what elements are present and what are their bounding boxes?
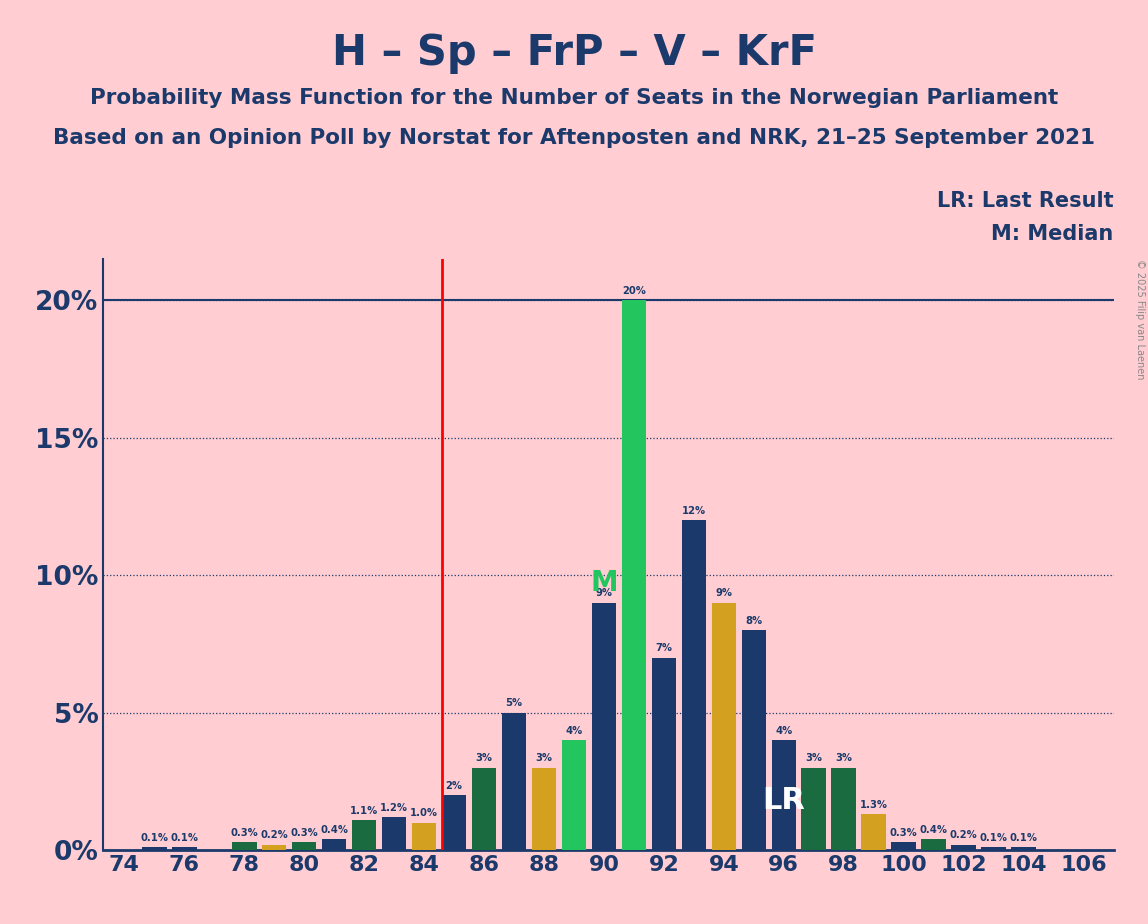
Bar	[172, 847, 196, 850]
Bar	[952, 845, 976, 850]
Bar	[142, 847, 166, 850]
Text: 20%: 20%	[622, 286, 646, 296]
Text: 5%: 5%	[505, 699, 522, 709]
Bar	[771, 740, 796, 850]
Text: 0.4%: 0.4%	[320, 825, 348, 835]
Text: Based on an Opinion Poll by Norstat for Aftenposten and NRK, 21–25 September 202: Based on an Opinion Poll by Norstat for …	[53, 128, 1095, 148]
Text: 1.0%: 1.0%	[410, 808, 439, 819]
Bar	[382, 817, 406, 850]
Text: 0.4%: 0.4%	[920, 825, 948, 835]
Text: 9%: 9%	[596, 589, 612, 599]
Text: M: Median: M: Median	[992, 225, 1114, 245]
Text: 0.1%: 0.1%	[1009, 833, 1038, 844]
Text: 0.1%: 0.1%	[170, 833, 199, 844]
Bar	[742, 630, 766, 850]
Text: H – Sp – FrP – V – KrF: H – Sp – FrP – V – KrF	[332, 32, 816, 74]
Text: 9%: 9%	[715, 589, 732, 599]
Text: 1.1%: 1.1%	[350, 806, 378, 816]
Text: LR: LR	[762, 786, 805, 815]
Bar	[861, 814, 886, 850]
Text: 7%: 7%	[656, 643, 673, 653]
Bar	[321, 839, 347, 850]
Bar	[621, 300, 646, 850]
Bar	[472, 768, 496, 850]
Bar	[682, 520, 706, 850]
Text: 3%: 3%	[535, 753, 552, 763]
Text: LR: Last Result: LR: Last Result	[937, 190, 1114, 211]
Text: 0.1%: 0.1%	[140, 833, 169, 844]
Text: 4%: 4%	[775, 726, 792, 736]
Text: 0.2%: 0.2%	[261, 831, 288, 841]
Bar	[442, 795, 466, 850]
Bar	[712, 602, 736, 850]
Text: 0.3%: 0.3%	[890, 828, 917, 838]
Text: 3%: 3%	[475, 753, 492, 763]
Bar	[801, 768, 827, 850]
Bar	[502, 712, 526, 850]
Text: Probability Mass Function for the Number of Seats in the Norwegian Parliament: Probability Mass Function for the Number…	[90, 88, 1058, 108]
Bar	[652, 658, 676, 850]
Bar	[831, 768, 856, 850]
Bar	[232, 842, 256, 850]
Text: 0.1%: 0.1%	[979, 833, 1008, 844]
Text: 12%: 12%	[682, 506, 706, 516]
Text: 4%: 4%	[565, 726, 582, 736]
Text: 0.3%: 0.3%	[290, 828, 318, 838]
Bar	[351, 820, 377, 850]
Bar	[262, 845, 287, 850]
Bar	[1011, 847, 1035, 850]
Text: 0.2%: 0.2%	[949, 831, 978, 841]
Bar	[982, 847, 1006, 850]
Text: 1.2%: 1.2%	[380, 803, 408, 813]
Text: M: M	[590, 569, 618, 597]
Bar	[532, 768, 557, 850]
Bar	[892, 842, 916, 850]
Text: 3%: 3%	[836, 753, 852, 763]
Text: 3%: 3%	[805, 753, 822, 763]
Bar	[922, 839, 946, 850]
Bar	[412, 822, 436, 850]
Text: 0.3%: 0.3%	[231, 828, 258, 838]
Text: 8%: 8%	[745, 616, 762, 626]
Text: 2%: 2%	[445, 781, 463, 791]
Text: © 2025 Filip van Laenen: © 2025 Filip van Laenen	[1135, 259, 1145, 379]
Bar	[591, 602, 616, 850]
Text: 1.3%: 1.3%	[860, 800, 887, 810]
Bar	[292, 842, 317, 850]
Bar	[561, 740, 587, 850]
